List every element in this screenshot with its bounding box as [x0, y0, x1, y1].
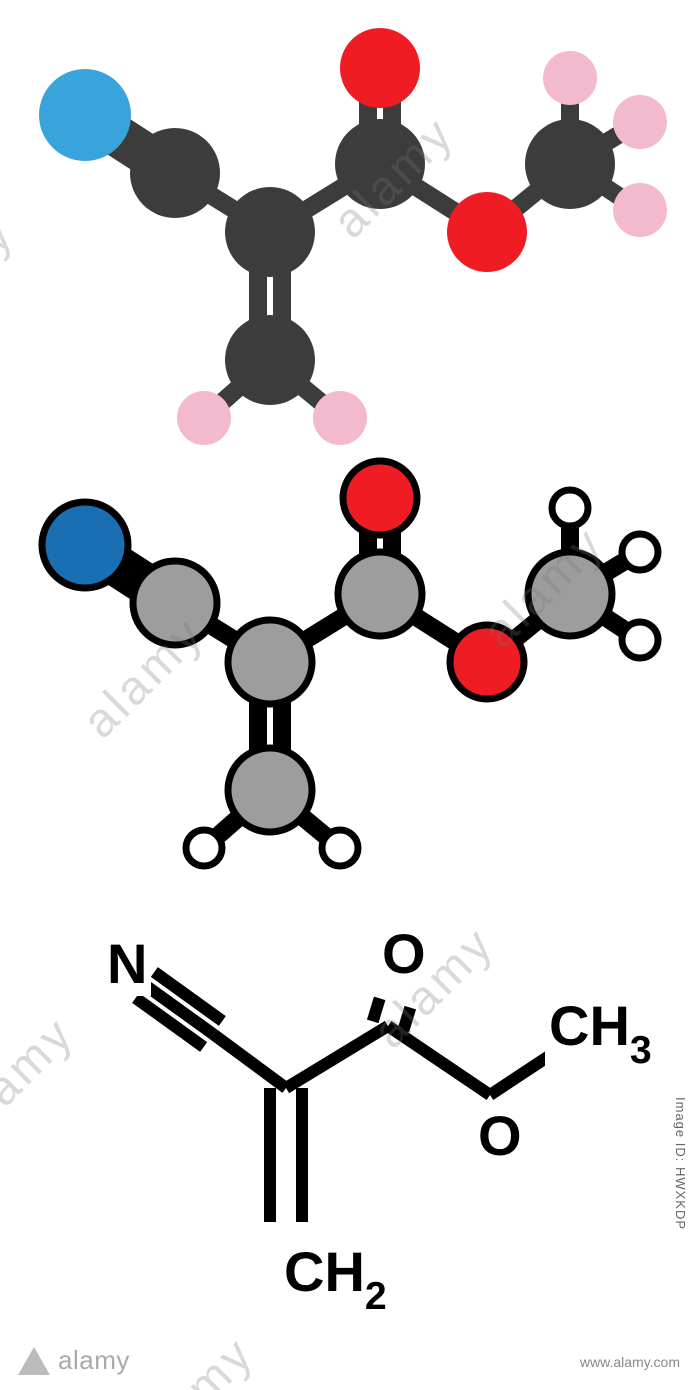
alamy-logo-word: alamy [58, 1345, 130, 1376]
canvas: NOOCH3CH2 alamyalamyalamyalamyalamyalamy… [0, 0, 694, 1390]
image-id: Image ID: HWXKDP [673, 1097, 688, 1230]
skeletal-label-Od: O [378, 921, 430, 986]
alamy-logo-icon [18, 1347, 50, 1375]
molecule-svg [0, 0, 694, 1390]
alamy-logo: alamy [18, 1345, 130, 1376]
credit-line: www.alamy.com [580, 1354, 680, 1370]
skeletal-label-CH2: CH2 [280, 1239, 391, 1313]
skeletal-label-Os: O [474, 1103, 526, 1168]
skeletal-label-CH3: CH3 [545, 993, 656, 1067]
skeletal-label-N: N [103, 931, 151, 996]
